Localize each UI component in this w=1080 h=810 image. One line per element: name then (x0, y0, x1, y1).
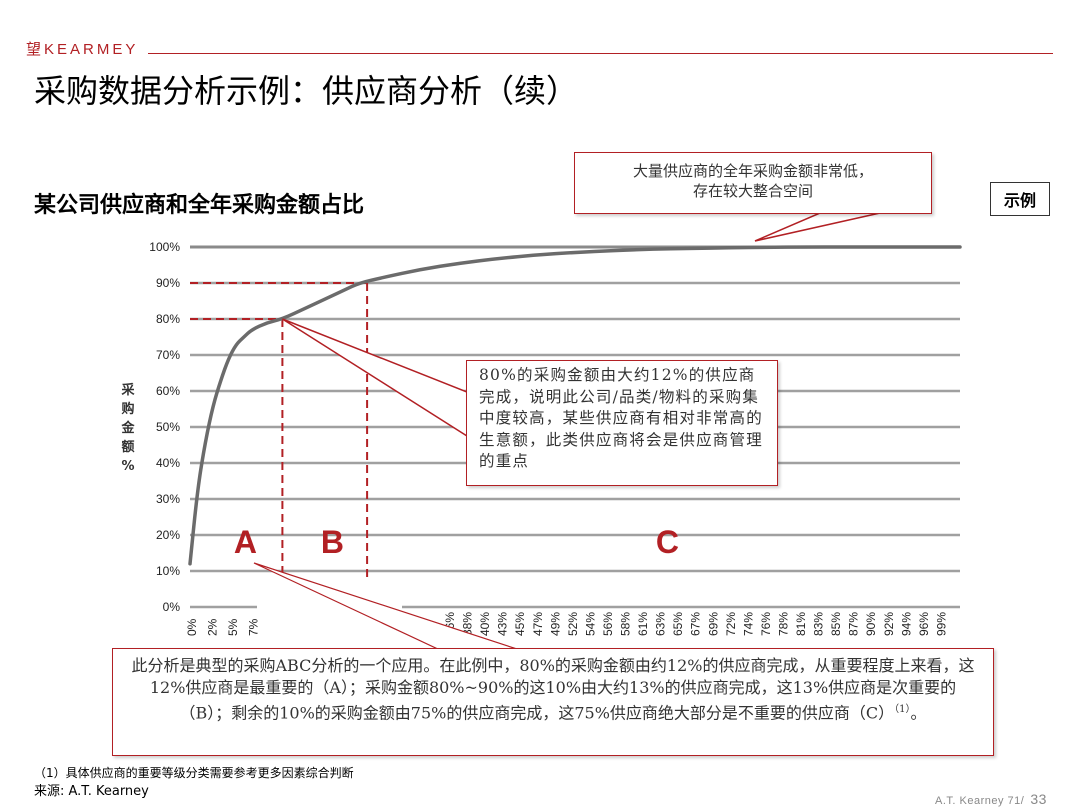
x-tick-label: 99% (934, 612, 948, 636)
source-note: 来源: A.T. Kearney (34, 784, 149, 799)
page-number-small: A.T. Kearney 71/ (935, 795, 1025, 807)
x-tick-label: 92% (882, 612, 896, 636)
x-tick-label: 69% (706, 612, 720, 636)
chart-subtitle: 某公司供应商和全年采购金额占比 (34, 193, 365, 218)
x-tick-label: 47% (531, 612, 545, 636)
y-axis-label-char: % (121, 459, 135, 474)
x-tick-label: 85% (829, 612, 843, 636)
x-tick-label: 67% (689, 612, 703, 636)
x-tick-label: 96% (917, 612, 931, 636)
x-tick-label: 58% (619, 612, 633, 636)
reference-lines (190, 282, 369, 577)
x-tick-label: 5% (226, 618, 240, 636)
x-tick-label: 83% (812, 612, 826, 636)
y-tick-label: 20% (156, 528, 180, 542)
callout-pointers (253, 212, 881, 651)
y-tick-label: 0% (163, 600, 181, 614)
x-tick-label: 81% (794, 612, 808, 636)
x-tick-label: 94% (899, 612, 913, 636)
callout-low-spend-line2: 存在较大整合空间 (692, 182, 813, 200)
x-tick-label: 43% (496, 612, 510, 636)
x-tick-label: 38% (461, 612, 475, 636)
cumulative-curve (188, 245, 962, 566)
y-tick-label: 80% (156, 312, 180, 326)
x-tick-label: 40% (478, 612, 492, 636)
x-tick-label: 74% (741, 612, 755, 636)
example-badge: 示例 (990, 182, 1050, 216)
x-tick-label: 76% (759, 612, 773, 636)
callout-low-spend-pointer (754, 212, 881, 242)
x-tick-labels: 0% 2% 5% 7% 36% 38% 40% 43% 45% 47% 49% 52% 54% 56% 58… (185, 612, 948, 636)
x-tick-label: 56% (601, 612, 615, 636)
region-label-a: A (234, 524, 257, 560)
company-logo: 望KEARMEY (26, 41, 139, 58)
y-tick-label: 90% (156, 276, 180, 290)
page-number-big: 33 (1030, 791, 1047, 807)
callout-low-spend-line1: 大量供应商的全年采购金额非常低， (632, 162, 873, 180)
cumulative-spend-curve (188, 245, 962, 566)
x-tick-label: 90% (864, 612, 878, 636)
callout-abc-analysis: 此分析是典型的采购ABC分析的一个应用。在此例中，80%的采购金额由约12%的供… (112, 648, 994, 756)
x-tick-label: 72% (724, 612, 738, 636)
callout-concentration: 80%的采购金额由大约12%的供应商完成，说明此公司/品类/物料的采购集中度较高… (466, 360, 778, 486)
y-axis-label-char: 购 (121, 402, 135, 417)
x-tick-label: 87% (847, 612, 861, 636)
y-tick-label: 60% (156, 384, 180, 398)
y-axis-label-char: 采 (121, 383, 135, 398)
region-labels: A B C (234, 524, 679, 560)
y-tick-labels: 0% 10% 20% 30% 40% 50% 60% 70% 80% 90% 100% (149, 240, 180, 614)
callout-concentration-pointer (281, 318, 468, 438)
x-tick-label: 45% (513, 612, 527, 636)
x-tick-label: 61% (636, 612, 650, 636)
y-tick-label: 100% (149, 240, 180, 254)
y-axis-label-char: 额 (121, 440, 135, 455)
y-axis-label-char: 金 (121, 421, 135, 436)
page-number: A.T. Kearney 71/33 (935, 791, 1047, 807)
region-label-c: C (656, 524, 679, 560)
footnote-ref: （1） (894, 704, 911, 715)
y-tick-label: 40% (156, 456, 180, 470)
x-tick-label: 0% (185, 618, 199, 636)
header-rule (148, 53, 1053, 54)
x-tick-label: 54% (583, 612, 597, 636)
x-tick-label: 52% (566, 612, 580, 636)
y-axis-label: 采购金额% (120, 381, 136, 476)
y-tick-label: 50% (156, 420, 180, 434)
x-tick-label: 49% (548, 612, 562, 636)
x-tick-label: 7% (247, 618, 261, 636)
page-title: 采购数据分析示例：供应商分析（续） (34, 72, 579, 110)
callout-low-spend: 大量供应商的全年采购金额非常低， 存在较大整合空间 (574, 152, 932, 214)
y-tick-label: 10% (156, 564, 180, 578)
x-tick-label: 63% (654, 612, 668, 636)
y-tick-label: 30% (156, 492, 180, 506)
x-tick-label: 65% (671, 612, 685, 636)
x-tick-label: 2% (206, 618, 220, 636)
footnote: （1）具体供应商的重要等级分类需要参考更多因素综合判断 (34, 766, 354, 780)
x-tick-label: 78% (776, 612, 790, 636)
abc-analysis-text: 此分析是典型的采购ABC分析的一个应用。在此例中，80%的采购金额由约12%的供… (131, 656, 975, 723)
y-tick-label: 70% (156, 348, 180, 362)
region-label-b: B (321, 524, 344, 560)
abc-analysis-end: 。 (910, 703, 927, 723)
